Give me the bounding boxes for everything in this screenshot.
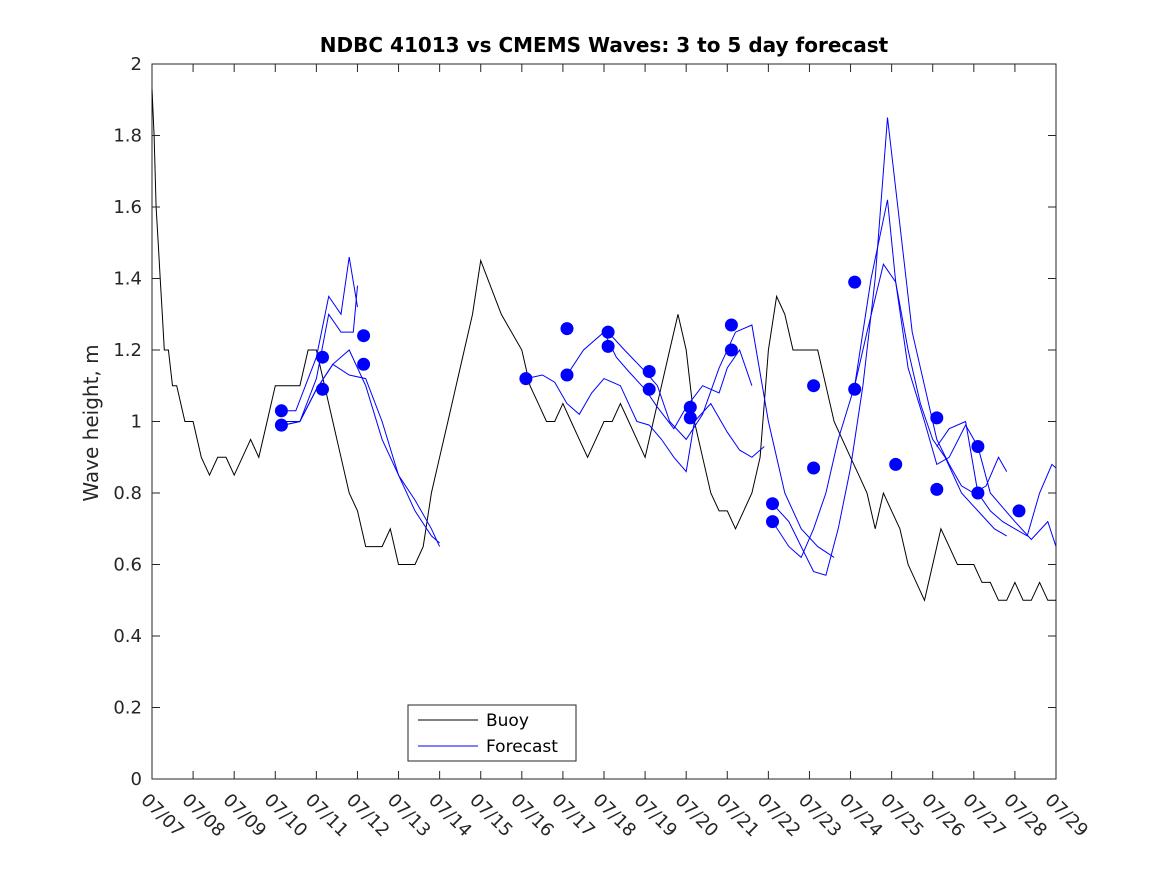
legend: Buoy Forecast xyxy=(407,704,577,762)
x-tick-label: 07/11 xyxy=(301,790,353,842)
forecast-marker xyxy=(357,329,371,343)
forecast-marker xyxy=(316,382,329,396)
x-tick-label: 07/15 xyxy=(465,790,517,842)
x-tick-label: 07/14 xyxy=(424,790,476,842)
y-tick-label: 1 xyxy=(131,412,142,433)
x-tick-label: 07/13 xyxy=(383,790,435,842)
forecast-marker xyxy=(848,382,862,396)
forecast-marker xyxy=(274,404,288,418)
forecast-marker xyxy=(766,515,779,529)
plot-area xyxy=(151,63,1057,780)
forecast-marker xyxy=(889,457,903,471)
x-tick-label: 07/21 xyxy=(712,790,764,842)
forecast-series-line xyxy=(772,199,1007,559)
x-tick-label: 07/18 xyxy=(588,790,640,842)
y-tick-label: 0.6 xyxy=(113,555,142,576)
x-tick-label: 07/19 xyxy=(630,790,682,842)
forecast-marker xyxy=(601,325,615,339)
forecast-marker xyxy=(274,418,288,432)
x-tick-label: 07/25 xyxy=(876,790,928,842)
forecast-series-line xyxy=(283,257,358,412)
x-tick-label: 07/09 xyxy=(219,790,271,842)
x-tick-label: 07/22 xyxy=(753,790,805,842)
forecast-marker xyxy=(971,440,985,453)
buoy-series-line xyxy=(151,88,1056,602)
y-axis: 0 0.2 0.4 0.6 0.8 1 1.2 1.4 1.6 1.8 2 xyxy=(113,54,1056,790)
x-tick-label: 07/20 xyxy=(671,790,723,842)
x-tick-label: 07/27 xyxy=(958,790,1010,842)
forecast-marker xyxy=(683,411,697,425)
forecast-marker xyxy=(971,486,985,500)
forecast-marker xyxy=(601,339,615,353)
forecast-marker xyxy=(519,372,533,386)
x-tick-label: 07/08 xyxy=(178,790,230,842)
forecast-marker xyxy=(683,400,697,414)
forecast-series-line xyxy=(936,420,1057,537)
y-tick-label: 1.8 xyxy=(113,126,142,147)
forecast-marker xyxy=(807,461,821,475)
x-tick-label: 07/17 xyxy=(547,790,599,842)
x-tick-label: 07/12 xyxy=(342,790,394,842)
forecast-series-line xyxy=(283,285,358,426)
forecast-marker xyxy=(560,368,574,382)
forecast-marker xyxy=(724,318,738,332)
forecast-marker xyxy=(930,411,944,425)
x-tick-label: 07/24 xyxy=(835,790,887,842)
chart-title: NDBC 41013 vs CMEMS Waves: 3 to 5 day fo… xyxy=(320,33,889,57)
y-tick-label: 0.4 xyxy=(113,626,142,647)
forecast-marker xyxy=(642,365,656,378)
x-tick-label: 07/23 xyxy=(794,790,846,842)
y-axis-label: Wave height, m xyxy=(79,344,103,501)
forecast-marker xyxy=(1012,504,1026,518)
x-tick-label: 07/29 xyxy=(1040,790,1092,842)
y-tick-label: 0 xyxy=(131,769,142,790)
forecast-marker xyxy=(930,482,944,496)
legend-buoy-label: Buoy xyxy=(486,711,529,731)
forecast-marker xyxy=(316,350,329,364)
x-tick-label: 07/26 xyxy=(917,790,969,842)
y-tick-label: 1.4 xyxy=(113,269,142,290)
y-tick-label: 1.2 xyxy=(113,340,142,361)
forecast-marker xyxy=(357,357,371,371)
forecast-marker xyxy=(807,379,821,393)
x-tick-label: 07/10 xyxy=(260,790,312,842)
forecast-series-line xyxy=(525,374,765,473)
forecast-series-line xyxy=(283,349,440,544)
forecast-marker xyxy=(724,343,738,357)
forecast-marker xyxy=(560,322,574,336)
y-tick-label: 0.8 xyxy=(113,483,142,504)
y-tick-label: 2 xyxy=(131,54,142,75)
y-tick-label: 0.2 xyxy=(113,698,142,719)
legend-forecast-label: Forecast xyxy=(486,737,558,757)
x-tick-label: 07/16 xyxy=(506,790,558,842)
forecast-series-line xyxy=(854,262,1057,547)
y-tick-label: 1.6 xyxy=(113,197,142,218)
x-tick-label: 07/07 xyxy=(136,790,188,842)
x-tick-label: 07/28 xyxy=(999,790,1051,842)
forecast-marker xyxy=(642,382,656,396)
forecast-marker xyxy=(848,275,862,289)
forecast-marker xyxy=(766,497,779,511)
legend-box xyxy=(407,704,577,762)
